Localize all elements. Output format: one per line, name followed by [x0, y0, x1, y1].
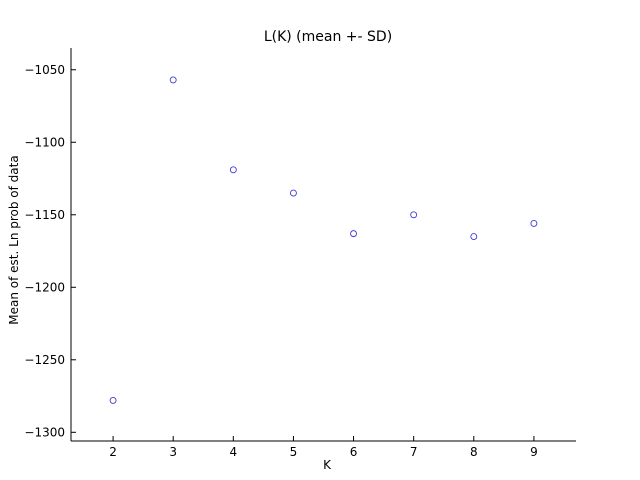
data-points: [109, 76, 538, 404]
y-tick-label: −1300: [24, 425, 65, 439]
data-point: [530, 220, 538, 227]
y-tick-label: −1150: [24, 208, 65, 222]
x-tick-label: 4: [230, 445, 238, 459]
data-point: [410, 211, 418, 219]
x-tick-label: 8: [470, 445, 478, 459]
y-ticks: −1300 −1250 −1200 −1150 −1100 −1050: [24, 63, 76, 439]
x-tick-label: 7: [410, 445, 418, 459]
x-ticks: 2 3 4 5 6 7 8 9: [109, 436, 538, 459]
y-axis-label: Mean of est. Ln prob of data: [7, 155, 21, 324]
x-tick-label: 5: [290, 445, 298, 459]
data-point: [350, 230, 358, 238]
data-point: [169, 76, 177, 84]
data-point: [229, 166, 237, 174]
x-tick-label: 3: [169, 445, 177, 459]
x-tick-label: 9: [530, 445, 538, 459]
y-tick-label: −1200: [24, 280, 65, 294]
data-point: [289, 189, 297, 197]
y-tick-label: −1050: [24, 63, 65, 77]
y-tick-label: −1100: [24, 135, 65, 149]
y-tick-label: −1250: [24, 353, 65, 367]
x-tick-label: 6: [350, 445, 358, 459]
data-point: [470, 233, 478, 240]
x-tick-label: 2: [109, 445, 117, 459]
axes: [70, 48, 576, 442]
x-axis-label: K: [323, 458, 332, 472]
data-point: [109, 396, 117, 404]
chart-title: L(K) (mean +- SD): [264, 29, 392, 45]
